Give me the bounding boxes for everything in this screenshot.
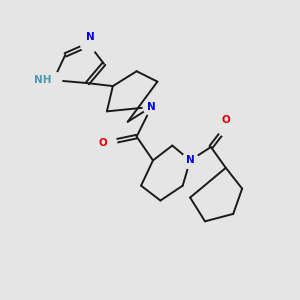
Circle shape: [100, 134, 117, 151]
Circle shape: [218, 119, 234, 136]
Text: N: N: [186, 155, 194, 165]
Circle shape: [143, 99, 160, 115]
Text: O: O: [221, 115, 230, 125]
Text: N: N: [147, 102, 156, 112]
Circle shape: [182, 152, 198, 169]
Text: N: N: [86, 32, 95, 41]
Circle shape: [45, 72, 62, 88]
Text: NH: NH: [34, 75, 52, 85]
Circle shape: [81, 36, 98, 53]
Text: O: O: [98, 138, 107, 148]
